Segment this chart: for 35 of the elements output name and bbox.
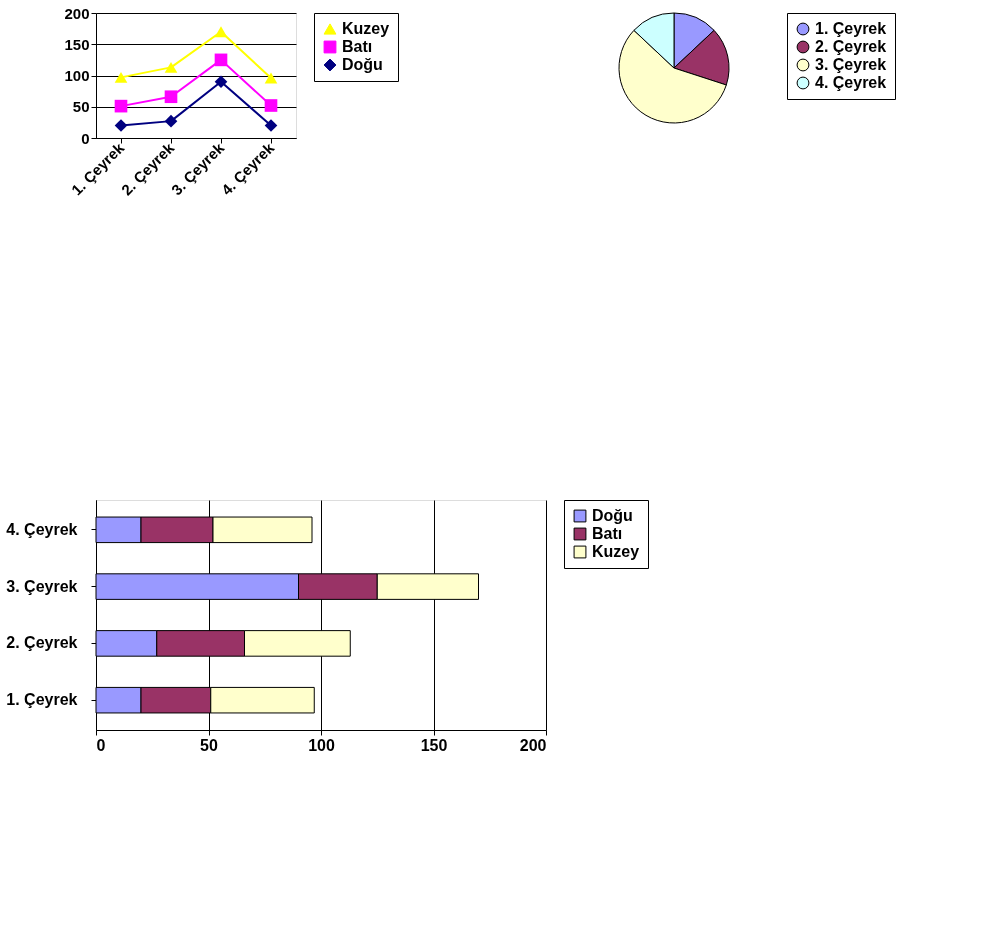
x-tick-label: 200 [519, 736, 547, 754]
point [164, 90, 178, 104]
legend-label: 1. Çeyrek [815, 20, 887, 37]
x-tick-label: 0 [96, 736, 106, 754]
legend-label: Batı [592, 525, 623, 542]
point [114, 71, 128, 83]
legend-label: Kuzey [342, 20, 390, 37]
point [214, 53, 228, 67]
x-tick-label: 50 [200, 736, 218, 754]
legend-label: Doğu [592, 507, 633, 524]
legend-label: Doğu [342, 56, 383, 73]
y-tick-label: 100 [64, 67, 90, 84]
legend-label: Batı [342, 38, 373, 55]
y-tick-label: 200 [64, 4, 90, 22]
legend-label: 3. Çeyrek [815, 56, 887, 73]
point [264, 72, 278, 84]
y-tick-label: 3. Çeyrek [6, 577, 78, 595]
point [264, 119, 278, 132]
legend-label: Kuzey [592, 543, 640, 560]
y-tick-label: 4. Çeyrek [6, 520, 78, 538]
legend-label: 4. Çeyrek [815, 74, 887, 91]
point [114, 99, 128, 113]
x-tick-label: 100 [308, 736, 335, 754]
point [164, 61, 178, 73]
point [164, 114, 178, 128]
y-tick-label: 2. Çeyrek [6, 634, 78, 652]
point [264, 99, 278, 112]
point [214, 75, 228, 89]
y-tick-label: 50 [72, 98, 90, 116]
y-tick-label: 1. Çeyrek [6, 691, 78, 709]
point [114, 119, 128, 132]
point [214, 26, 228, 38]
legend-label: 2. Çeyrek [815, 38, 887, 55]
y-tick-label: 150 [64, 35, 90, 53]
x-tick-label: 150 [420, 736, 448, 754]
